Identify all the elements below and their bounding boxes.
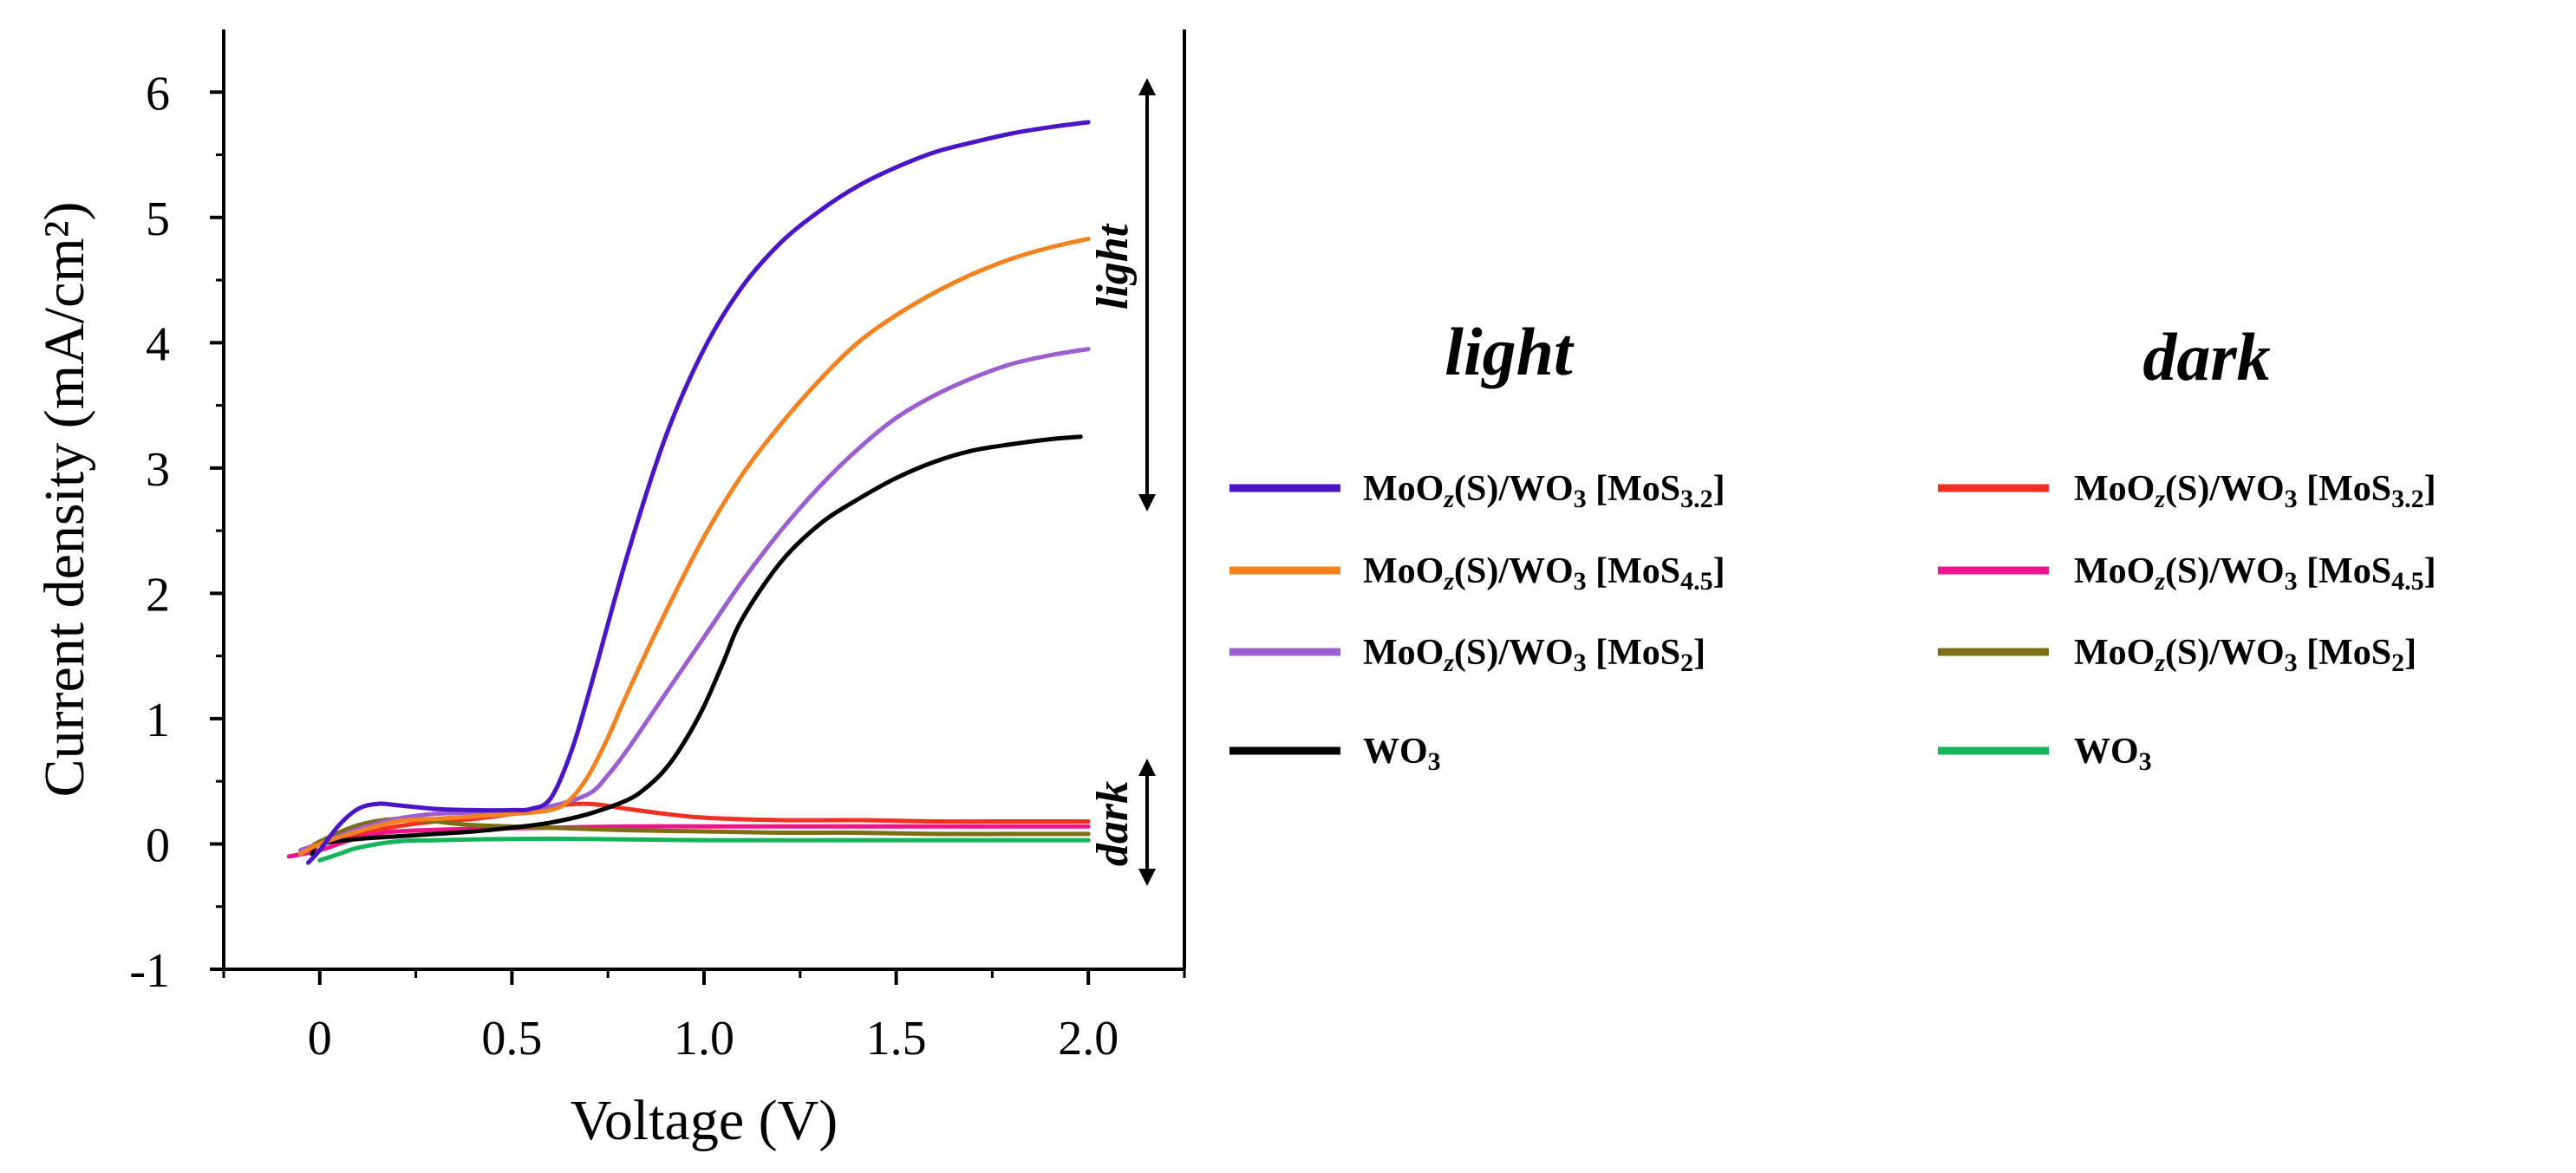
legend-header-light: light [1445, 314, 1575, 389]
y-tick-label: 1 [146, 694, 170, 747]
legend-label: MoOz(S)/WO3 [MoS4.5] [1363, 551, 1725, 596]
y-axis-title: Current density (mA/cm²) [33, 202, 96, 798]
legend-label-part: z [1443, 567, 1454, 596]
legend-label: MoOz(S)/WO3 [MoS2] [1363, 633, 1705, 677]
x-tick-label: 0 [308, 1012, 332, 1065]
legend-item-light-3: WO3 [1229, 732, 1441, 776]
legend-label: WO3 [2074, 732, 2152, 776]
legend-label-part: z [1443, 648, 1454, 677]
legend-item-dark-2: MoOz(S)/WO3 [MoS2] [1938, 633, 2416, 677]
legend-label-part: ] [1713, 469, 1725, 509]
legend-label-part: MoO [2074, 469, 2155, 509]
legend-label-part: [MoS [1587, 551, 1681, 591]
legend-label-part: ] [2404, 633, 2416, 673]
legend-label-part: [MoS [1587, 633, 1681, 673]
x-tick-label: 0.5 [481, 1012, 542, 1065]
x-tick-label: 1.0 [674, 1012, 734, 1065]
legend-label: WO3 [1363, 732, 1441, 776]
legend-label-part: z [2154, 648, 2165, 677]
series-line-light-0 [306, 120, 1091, 865]
legend-label-part: (S)/WO [1454, 551, 1574, 591]
legend-label-part: ] [1693, 633, 1705, 673]
legend-label-part: 3 [1574, 567, 1587, 596]
legend-label-part: 3 [2285, 648, 2298, 677]
legend-label: MoOz(S)/WO3 [MoS3.2] [1363, 469, 1725, 513]
y-tick-label: 4 [146, 317, 170, 371]
legend-label: MoOz(S)/WO3 [MoS3.2] [2074, 469, 2436, 513]
legend-label-part: (S)/WO [2165, 469, 2285, 509]
legend-label-part: WO [2074, 732, 2139, 772]
y-tick-label: 0 [146, 818, 170, 872]
annotations: light dark [1088, 78, 1156, 886]
legend-item-light-0: MoOz(S)/WO3 [MoS3.2] [1229, 469, 1725, 513]
legend-label-part: [MoS [2298, 551, 2392, 591]
legend-label-part: MoO [1363, 551, 1444, 591]
legend-label: MoOz(S)/WO3 [MoS2] [2074, 633, 2416, 677]
legend-item-light-1: MoOz(S)/WO3 [MoS4.5] [1229, 551, 1725, 596]
legend-label-part: [MoS [1587, 469, 1681, 509]
legend-label-part: 3 [2285, 485, 2298, 513]
legend-label-part: MoO [2074, 633, 2155, 673]
legend-label-part: 4.5 [2391, 567, 2424, 596]
legend-header-dark: dark [2142, 319, 2270, 394]
y-tick-label: 2 [146, 568, 170, 622]
legend-label-part: (S)/WO [2165, 551, 2285, 591]
y-tick-label: 5 [146, 192, 170, 246]
legend-label-part: z [1443, 485, 1454, 513]
dark-range-label: dark [1088, 781, 1138, 866]
legend-label-part: 3 [1574, 648, 1587, 677]
legend-item-light-2: MoOz(S)/WO3 [MoS2] [1229, 633, 1705, 677]
legend-label-part: 4.5 [1680, 567, 1713, 596]
series-line-dark-7 [317, 836, 1091, 863]
y-tick-label: -1 [129, 944, 170, 998]
legend-label: MoOz(S)/WO3 [MoS4.5] [2074, 551, 2436, 596]
legend-item-dark-0: MoOz(S)/WO3 [MoS3.2] [1938, 469, 2436, 513]
legend-label-part: MoO [1363, 633, 1444, 673]
legend-label-part: 3 [2285, 567, 2298, 596]
legend-label-part: ] [2424, 551, 2436, 591]
series-line-dark-5 [286, 824, 1091, 859]
legend-label-part: (S)/WO [1454, 633, 1574, 673]
y-tick-label: 6 [146, 67, 170, 121]
legend-label-part: 3 [2139, 747, 2152, 776]
x-tick-label: 2.0 [1058, 1012, 1118, 1065]
tick-labels: -1 0 1 2 3 4 5 6 0 0.5 1.0 1.5 2.0 [129, 67, 1118, 1065]
legend-label-part: z [2154, 485, 2165, 513]
legend-label-part: 2 [1680, 648, 1693, 677]
series-line-light-1 [298, 236, 1091, 857]
tick-marks [210, 90, 1186, 985]
series-lines [286, 120, 1091, 865]
legend-label-part: ] [1713, 551, 1725, 591]
legend-label-part: [MoS [2298, 633, 2392, 673]
legend-label-part: MoO [1363, 469, 1444, 509]
legend: MoOz(S)/WO3 [MoS3.2]MoOz(S)/WO3 [MoS4.5]… [1229, 469, 2436, 776]
legend-label-part: [MoS [2298, 469, 2392, 509]
light-range-label: light [1088, 223, 1138, 310]
x-axis-title: Voltage (V) [571, 1089, 838, 1152]
legend-label-part: 2 [2391, 648, 2404, 677]
series-line-dark-6 [310, 816, 1091, 849]
legend-label-part: ] [2424, 469, 2436, 509]
legend-label-part: 3.2 [1680, 485, 1713, 513]
x-tick-label: 1.5 [866, 1012, 927, 1065]
legend-item-dark-3: WO3 [1938, 732, 2152, 776]
legend-label-part: MoO [2074, 551, 2155, 591]
legend-label-part: (S)/WO [2165, 633, 2285, 673]
legend-label-part: 3 [1428, 747, 1441, 776]
legend-item-dark-1: MoOz(S)/WO3 [MoS4.5] [1938, 551, 2436, 596]
series-line-light-3 [310, 434, 1083, 857]
legend-label-part: WO [1363, 732, 1428, 772]
y-tick-label: 3 [146, 443, 170, 497]
series-line-light-2 [298, 347, 1091, 853]
legend-label-part: 3.2 [2391, 485, 2424, 513]
legend-label-part: (S)/WO [1454, 469, 1574, 509]
legend-label-part: z [2154, 567, 2165, 596]
legend-label-part: 3 [1574, 485, 1587, 513]
